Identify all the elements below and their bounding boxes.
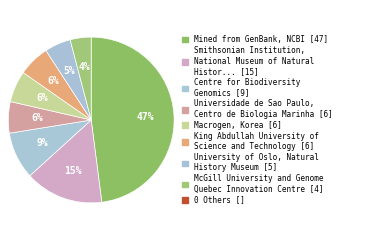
Wedge shape bbox=[10, 120, 91, 176]
Text: 47%: 47% bbox=[136, 112, 154, 121]
Text: 6%: 6% bbox=[36, 93, 48, 103]
Wedge shape bbox=[30, 120, 102, 203]
Text: 5%: 5% bbox=[63, 66, 75, 76]
Wedge shape bbox=[70, 37, 91, 120]
Text: 4%: 4% bbox=[78, 61, 90, 72]
Text: 15%: 15% bbox=[64, 166, 81, 176]
Wedge shape bbox=[8, 102, 91, 133]
Text: 6%: 6% bbox=[48, 76, 60, 86]
Legend: Mined from GenBank, NCBI [47], Smithsonian Institution,
National Museum of Natur: Mined from GenBank, NCBI [47], Smithsoni… bbox=[182, 36, 332, 204]
Text: 6%: 6% bbox=[32, 113, 43, 123]
Wedge shape bbox=[23, 50, 91, 120]
Text: 9%: 9% bbox=[37, 138, 49, 148]
Wedge shape bbox=[46, 40, 91, 120]
Wedge shape bbox=[91, 37, 174, 202]
Wedge shape bbox=[10, 72, 91, 120]
